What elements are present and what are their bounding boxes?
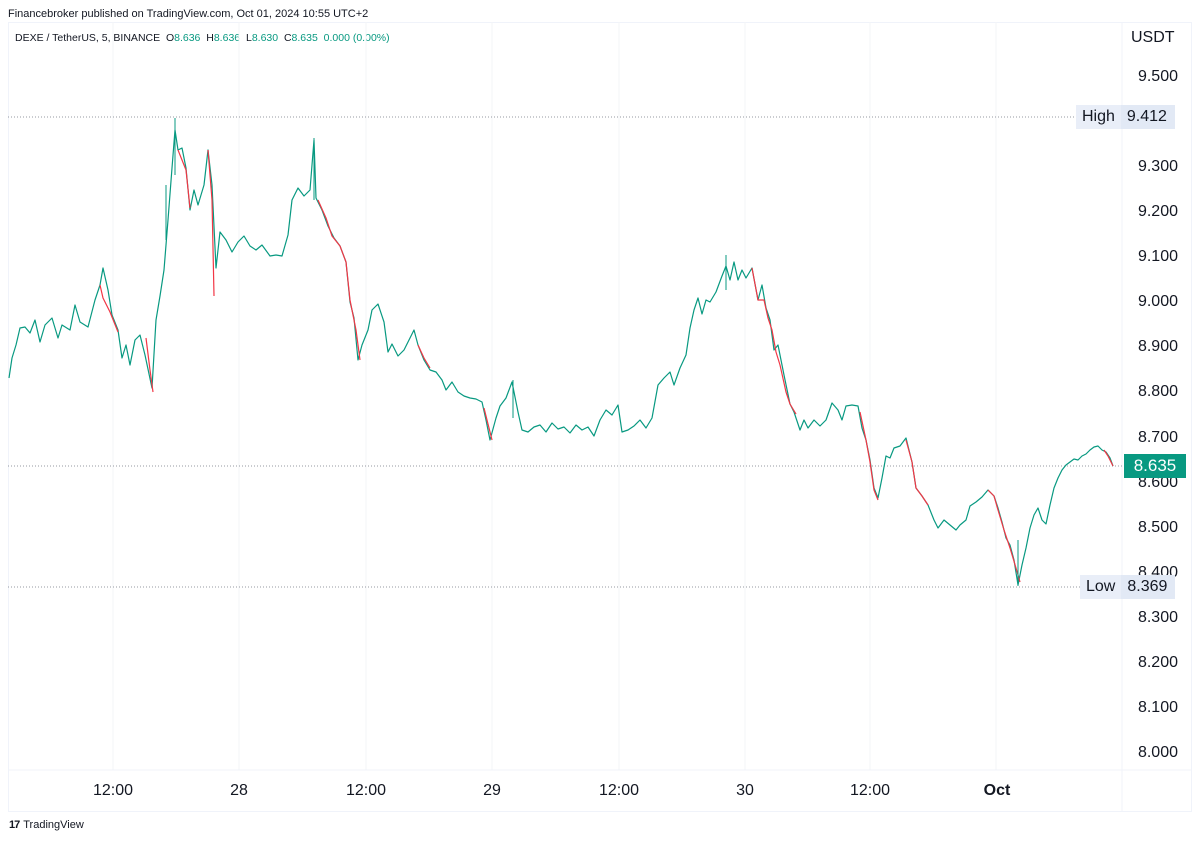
time-tick: 12:00 bbox=[345, 782, 387, 799]
low-label: L bbox=[245, 32, 252, 44]
vertical-gridlines bbox=[112, 22, 997, 770]
symbol-label: DEXE / TetherUS, 5, BINANCE bbox=[15, 32, 161, 44]
tradingview-branding[interactable]: 17 TradingView bbox=[9, 819, 84, 831]
low-badge-value: 8.369 bbox=[1121, 575, 1176, 599]
close-value: 8.635 bbox=[291, 32, 318, 44]
price-tick: 9.200 bbox=[1137, 203, 1178, 220]
high-badge-label: High bbox=[1082, 108, 1115, 125]
tradingview-logo-icon: 17 bbox=[9, 819, 20, 831]
last-price-badge: 8.635 bbox=[1124, 454, 1186, 478]
high-badge: High 9.412 bbox=[1076, 105, 1175, 129]
price-tick: 8.900 bbox=[1137, 338, 1178, 355]
reference-lines bbox=[8, 116, 1124, 588]
price-tick: 8.500 bbox=[1137, 519, 1178, 536]
open-label: O bbox=[165, 32, 175, 44]
price-series bbox=[8, 118, 1114, 586]
high-badge-value: 9.412 bbox=[1120, 105, 1175, 129]
price-unit-label: USDT bbox=[1127, 27, 1179, 49]
high-label: H bbox=[206, 32, 214, 44]
publisher-line: Financebroker published on TradingView.c… bbox=[8, 8, 369, 20]
time-tick-month: Oct bbox=[983, 782, 1011, 799]
price-tick: 9.300 bbox=[1137, 158, 1178, 175]
high-value: 8.636 bbox=[213, 32, 241, 44]
tradingview-brand-label: TradingView bbox=[23, 819, 84, 831]
price-tick: 8.100 bbox=[1137, 699, 1178, 716]
close-label: C bbox=[283, 32, 292, 44]
price-tick: 8.200 bbox=[1137, 654, 1178, 671]
price-tick: 8.000 bbox=[1137, 744, 1178, 761]
price-tick: 9.100 bbox=[1137, 248, 1178, 265]
low-badge-label: Low bbox=[1086, 578, 1116, 595]
price-tick: 9.500 bbox=[1137, 68, 1178, 85]
time-tick: 12:00 bbox=[598, 782, 640, 799]
low-value: 8.630 bbox=[251, 32, 279, 44]
price-tick: 8.700 bbox=[1137, 429, 1178, 446]
time-tick: 28 bbox=[230, 782, 248, 799]
price-tick: 8.800 bbox=[1137, 383, 1178, 400]
chart-frame bbox=[8, 22, 1192, 812]
time-tick: 12:00 bbox=[849, 782, 891, 799]
change-value: 0.000 (0.00%) bbox=[323, 32, 390, 44]
low-badge: Low 8.369 bbox=[1080, 575, 1176, 599]
ohlc-legend: DEXE / TetherUS, 5, BINANCE O8.636 H8.63… bbox=[15, 32, 390, 44]
price-tick: 9.000 bbox=[1137, 293, 1178, 310]
time-tick: 29 bbox=[483, 782, 501, 799]
time-tick: 30 bbox=[736, 782, 754, 799]
open-value: 8.636 bbox=[174, 32, 201, 44]
price-tick: 8.600 bbox=[1137, 474, 1178, 491]
price-tick: 8.300 bbox=[1137, 609, 1178, 626]
time-tick: 12:00 bbox=[92, 782, 134, 799]
